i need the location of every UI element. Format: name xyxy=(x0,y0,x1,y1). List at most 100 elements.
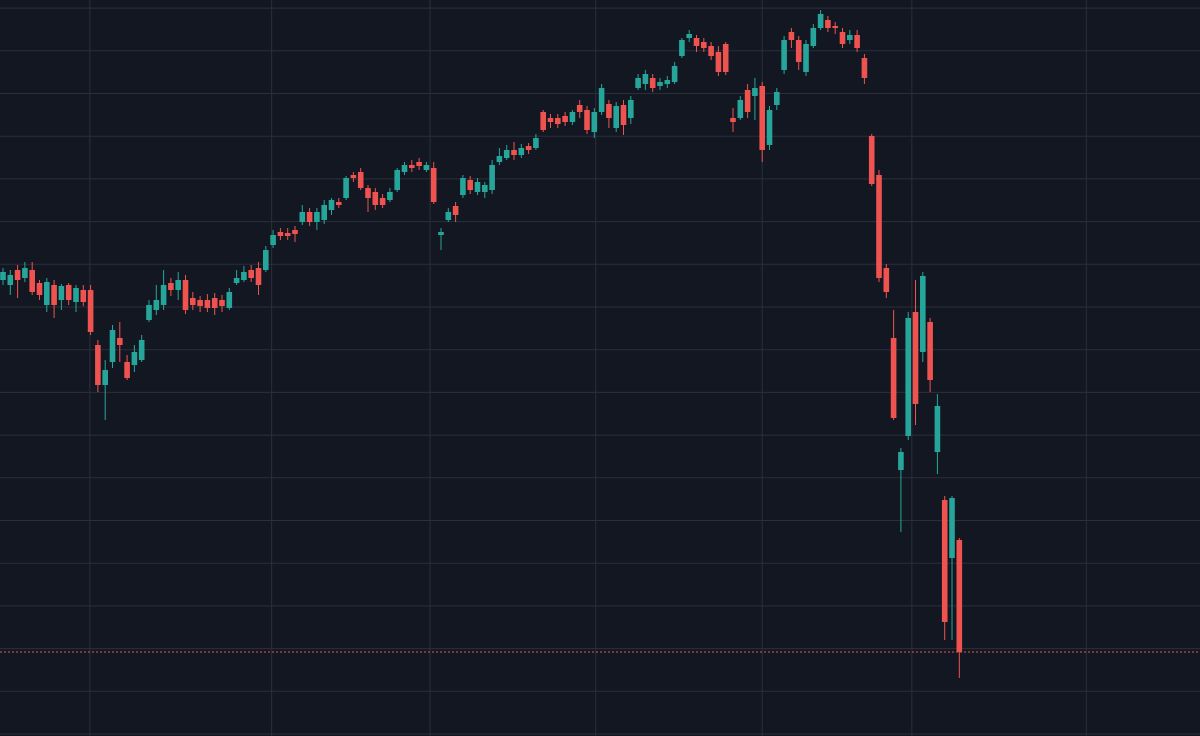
candle-body xyxy=(409,165,415,168)
candle-body xyxy=(905,318,912,436)
candle-body xyxy=(511,150,517,155)
candle-body xyxy=(642,74,649,84)
candle-body xyxy=(321,205,328,220)
candle-body xyxy=(379,198,386,205)
candle-body xyxy=(29,270,35,292)
candle-body xyxy=(628,100,634,118)
candle-body xyxy=(36,283,43,295)
candle-body xyxy=(0,272,6,280)
candle-body xyxy=(949,498,955,558)
candle-body xyxy=(87,290,94,332)
candle-body xyxy=(854,35,860,48)
candle-body xyxy=(715,52,722,72)
candle-body xyxy=(116,338,123,345)
candle-body xyxy=(452,206,459,215)
candle-body xyxy=(460,178,466,195)
candle-body xyxy=(357,172,364,188)
candle-body xyxy=(613,106,620,128)
candle-body xyxy=(883,268,890,292)
candle-body xyxy=(189,298,196,305)
candle-body xyxy=(343,178,349,198)
candle-body xyxy=(737,100,744,118)
candle-body xyxy=(810,28,817,46)
candle-body xyxy=(248,270,254,278)
candle-body xyxy=(284,233,291,236)
candle-body xyxy=(489,165,495,190)
candle-body xyxy=(547,118,554,122)
candle-body xyxy=(708,46,714,56)
candle-body xyxy=(533,138,539,148)
candle-body xyxy=(306,212,313,222)
candle-body xyxy=(423,165,430,170)
candle-body xyxy=(598,88,605,112)
candle-body xyxy=(95,345,101,385)
candle-body xyxy=(576,105,583,112)
candle-body xyxy=(555,118,561,124)
candle-body xyxy=(825,20,831,28)
candle-body xyxy=(474,182,481,192)
candle-body xyxy=(868,136,875,184)
candle-body xyxy=(197,300,203,306)
candle-body xyxy=(430,168,437,202)
candle-body xyxy=(671,66,678,82)
candle-body xyxy=(693,38,700,46)
candle-body xyxy=(58,286,65,300)
candle-body xyxy=(518,148,525,155)
candle-body xyxy=(832,26,839,28)
candle-body xyxy=(262,250,269,270)
candle-body xyxy=(7,275,14,285)
candle-body xyxy=(394,170,401,190)
candle-body xyxy=(606,104,612,118)
candle-body xyxy=(912,312,919,404)
candle-body xyxy=(219,300,225,306)
candle-body xyxy=(401,165,408,172)
candle-body xyxy=(679,40,685,56)
candle-body xyxy=(14,270,21,280)
candle-body xyxy=(774,92,780,105)
candle-body xyxy=(124,362,130,378)
candle-body xyxy=(51,285,57,305)
candle-body xyxy=(277,232,284,236)
candle-body xyxy=(270,235,276,245)
candle-body xyxy=(22,268,28,278)
candle-body xyxy=(803,44,809,72)
candle-body xyxy=(438,232,444,235)
candle-body xyxy=(226,292,233,308)
candle-body xyxy=(153,300,160,310)
candle-body xyxy=(766,110,773,145)
candle-body xyxy=(299,212,306,222)
candle-body xyxy=(635,78,641,88)
candle-body xyxy=(817,14,824,28)
candle-body xyxy=(722,44,729,72)
candle-body xyxy=(657,82,663,86)
candle-body xyxy=(839,32,846,44)
candle-body xyxy=(686,34,693,38)
candle-body xyxy=(664,80,671,84)
candle-body xyxy=(795,40,802,62)
candle-body xyxy=(876,175,882,278)
candle-body xyxy=(956,540,963,652)
candle-body xyxy=(781,40,787,70)
candle-body xyxy=(482,185,488,192)
candle-body xyxy=(861,58,868,78)
candle-body xyxy=(584,110,590,130)
candle-body xyxy=(328,200,335,210)
candle-body xyxy=(233,278,240,283)
candle-body xyxy=(160,285,167,305)
candle-body xyxy=(372,192,379,205)
candle-body xyxy=(365,188,371,198)
candle-body xyxy=(752,88,758,96)
candle-body xyxy=(569,112,576,122)
candle-body xyxy=(730,118,736,122)
candle-body xyxy=(941,500,948,622)
candle-body xyxy=(175,280,181,290)
candle-body xyxy=(350,175,357,178)
candle-body xyxy=(920,276,926,352)
candle-body xyxy=(292,230,298,234)
candle-body xyxy=(701,42,707,48)
candle-body xyxy=(788,32,795,40)
candle-body xyxy=(445,212,452,220)
candle-body xyxy=(80,290,87,302)
candle-body xyxy=(146,305,152,320)
